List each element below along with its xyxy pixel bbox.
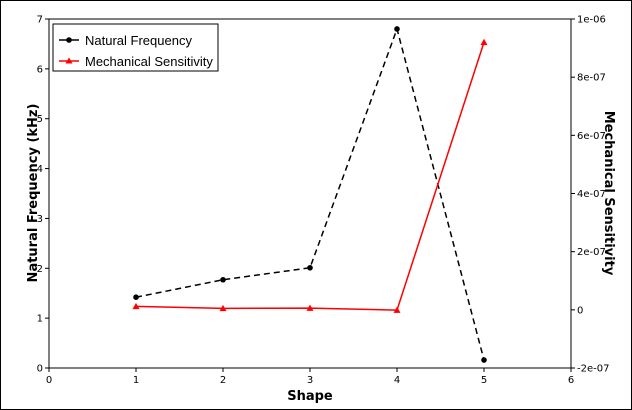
legend: Natural Frequency Mechanical Sensitivity [52, 23, 219, 72]
natural-frequency-point [481, 357, 487, 363]
mechanical-sensitivity-point [219, 304, 227, 312]
left-y-tick-label: 5 [37, 114, 43, 125]
legend-mechanical-sensitivity-label: Mechanical Sensitivity [85, 54, 213, 69]
x-axis-ticks: 0 1 2 3 4 5 6 [46, 368, 574, 386]
natural-frequency-point [394, 26, 400, 32]
right-y-tick-label: 4e-07 [577, 189, 606, 200]
legend-mechanical-sensitivity-marker [65, 57, 73, 64]
right-y-tick-label: 0 [577, 305, 583, 316]
x-axis-title: Shape [287, 389, 333, 404]
left-axis-ticks: 0 1 2 3 4 5 6 7 [37, 15, 49, 375]
right-axis-ticks: -2e-07 0 2e-07 4e-07 6e-07 8e-07 1e-06 [571, 15, 609, 375]
legend-box [52, 23, 219, 72]
natural-frequency-point [307, 264, 313, 271]
x-tick-label: 4 [394, 375, 400, 386]
left-y-tick-label: 0 [37, 364, 43, 375]
x-tick-label: 2 [220, 375, 226, 386]
right-y-tick-label: -2e-07 [577, 364, 609, 375]
right-y-tick-label: 8e-07 [577, 73, 606, 84]
left-y-tick-label: 3 [37, 214, 43, 225]
legend-natural-frequency-marker [66, 37, 72, 43]
mechanical-sensitivity-point [393, 306, 401, 313]
x-tick-label: 6 [568, 375, 574, 386]
left-y-axis-title: Natural Frequency (kHz) [26, 104, 41, 283]
left-y-tick-label: 1 [37, 314, 43, 325]
left-y-tick-label: 7 [37, 15, 43, 26]
mechanical-sensitivity-point [306, 304, 314, 311]
right-y-tick-label: 6e-07 [577, 131, 606, 142]
mechanical-sensitivity-point [132, 302, 140, 310]
right-y-tick-label: 1e-06 [577, 15, 606, 26]
left-y-tick-label: 6 [37, 64, 43, 75]
x-tick-label: 1 [133, 375, 139, 386]
x-tick-label: 3 [307, 375, 313, 386]
x-tick-label: 5 [481, 375, 487, 386]
legend-natural-frequency-label: Natural Frequency [85, 33, 192, 48]
left-y-tick-label: 4 [37, 164, 43, 175]
natural-frequency-point [220, 276, 226, 283]
natural-frequency-point [133, 294, 139, 301]
x-tick-label: 0 [46, 375, 52, 386]
right-y-tick-label: 2e-07 [577, 247, 606, 258]
left-y-tick-label: 2 [37, 264, 43, 275]
right-y-axis-title: Mechanical Sensitivity [601, 111, 616, 276]
natural-frequency-line [135, 26, 485, 361]
mechanical-sensitivity-point [480, 38, 488, 46]
series-layer [132, 26, 488, 363]
